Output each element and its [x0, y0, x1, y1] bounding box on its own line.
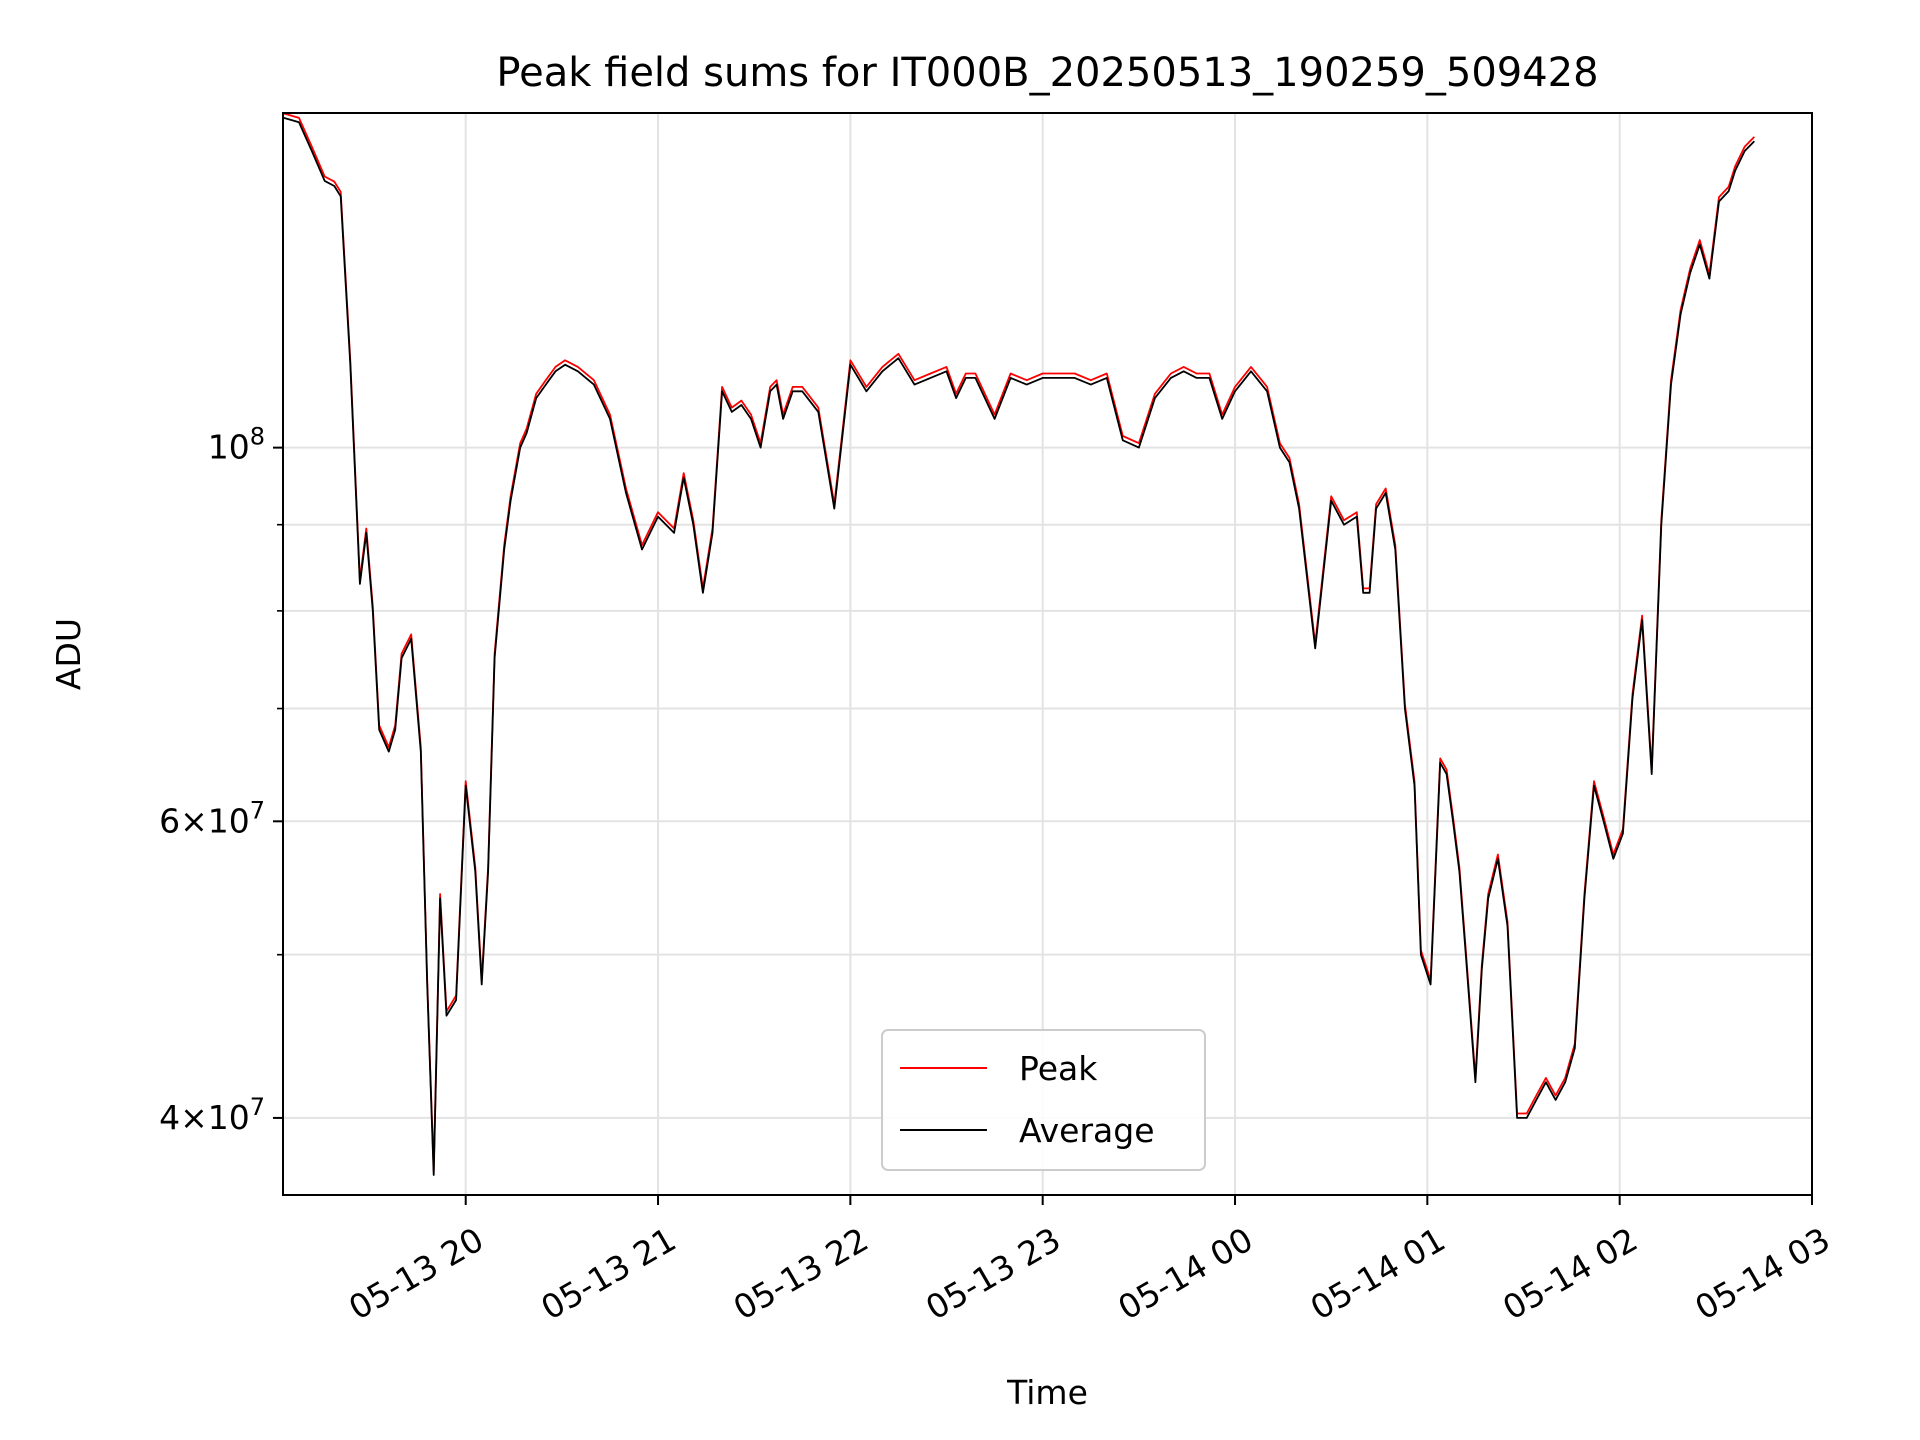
plot-area-frame	[282, 112, 1813, 1196]
chart-title: Peak field sums for IT000B_20250513_1902…	[496, 50, 1598, 96]
y-tick-label: 4×107	[159, 1093, 265, 1137]
series-line-average	[282, 116, 1755, 1176]
y-tick-label: 6×107	[159, 796, 265, 840]
y-tick-label: 108	[208, 423, 265, 467]
legend: Peak Average	[881, 1029, 1206, 1171]
legend-box	[881, 1029, 1206, 1171]
legend-label-average: Average	[1019, 1111, 1155, 1150]
y-axis-label: ADU	[49, 618, 88, 690]
legend-label-peak: Peak	[1019, 1049, 1098, 1088]
series-layer	[282, 112, 1755, 1176]
x-axis-label: Time	[1006, 1373, 1088, 1412]
